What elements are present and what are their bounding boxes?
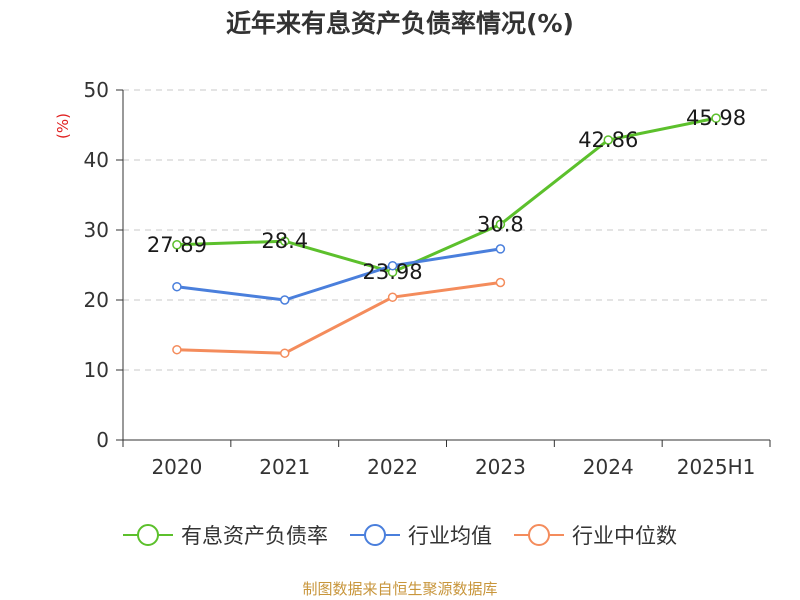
legend-item: 行业中位数 — [514, 520, 677, 550]
data-point — [495, 244, 506, 254]
legend-swatch — [123, 524, 173, 546]
series-line-2 — [176, 281, 501, 355]
legend-marker — [528, 524, 550, 546]
data-point — [711, 113, 721, 123]
data-label: 45.98 — [686, 106, 746, 130]
chart-legend: 有息资产负债率 行业均值 行业中位数 — [0, 520, 800, 550]
series-line-0 — [176, 116, 717, 274]
x-tick-label: 2023 — [475, 455, 526, 479]
data-point — [603, 135, 613, 145]
x-tick-label: 2025H1 — [677, 455, 756, 479]
data-source-note: 制图数据来自恒生聚源数据库 — [302, 580, 498, 598]
series-line-1 — [176, 247, 501, 302]
data-label: 42.86 — [578, 128, 638, 152]
y-tick-label: 40 — [84, 148, 109, 172]
legend-label: 行业均值 — [408, 524, 492, 548]
data-point — [172, 240, 182, 250]
data-point — [387, 292, 398, 302]
y-tick-label: 0 — [96, 428, 109, 452]
legend-swatch — [514, 524, 564, 546]
legend-item: 行业均值 — [350, 520, 492, 550]
y-tick-label: 30 — [84, 218, 109, 242]
data-point — [172, 281, 182, 292]
legend-marker — [137, 524, 159, 546]
data-point — [280, 348, 290, 358]
data-label: 30.8 — [477, 212, 524, 236]
x-tick-label: 2024 — [583, 455, 634, 479]
x-tick-label: 2020 — [151, 455, 202, 479]
x-tick-label: 2022 — [367, 455, 418, 479]
y-tick-label: 50 — [84, 78, 109, 102]
x-tick-label: 2021 — [259, 455, 310, 479]
line-chart: 0 10 20 30 40 50 2020 2021 2022 2023 2024 2025H1 (%)… — [54, 78, 771, 479]
legend-item: 有息资产负债率 — [123, 520, 328, 550]
legend-swatch — [350, 524, 400, 546]
data-label: 23.98 — [363, 260, 423, 284]
data-point — [280, 236, 290, 246]
data-point — [172, 344, 182, 355]
data-point — [387, 260, 398, 271]
data-point — [495, 277, 506, 288]
legend-label: 行业中位数 — [572, 524, 677, 548]
data-label: 28.4 — [261, 229, 308, 253]
data-label: 27.89 — [147, 233, 207, 257]
y-axis-label: (%) — [54, 113, 72, 139]
chart-title: 近年来有息资产负债率情况(%) — [226, 9, 574, 38]
legend-marker — [364, 524, 386, 546]
data-point — [280, 295, 290, 305]
y-tick-label: 20 — [84, 288, 109, 312]
legend-label: 有息资产负债率 — [181, 524, 328, 548]
data-point — [495, 219, 506, 230]
y-tick-label: 10 — [84, 358, 109, 382]
